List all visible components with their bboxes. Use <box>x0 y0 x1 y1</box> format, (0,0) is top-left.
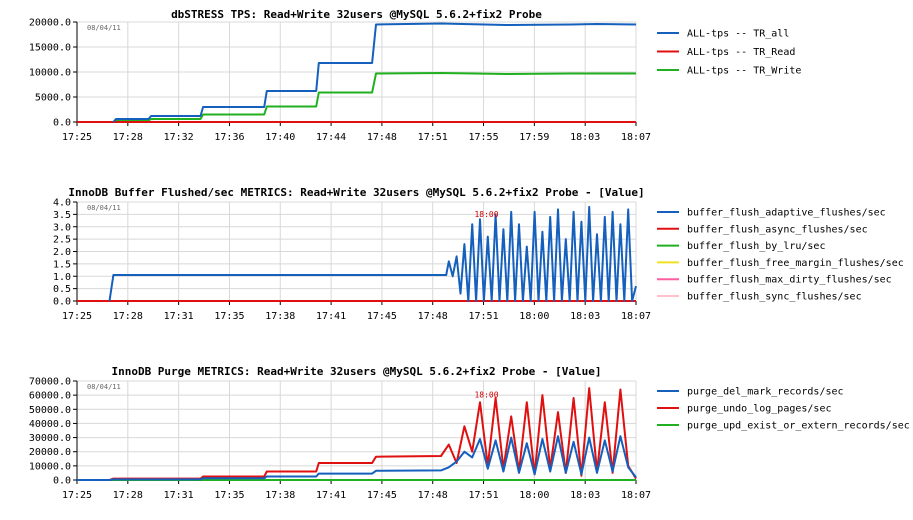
x-tick-label: 17:32 <box>164 132 194 143</box>
y-tick-label: 0.5 <box>53 284 71 295</box>
y-tick-label: 0.0 <box>53 118 71 129</box>
y-tick-label: 10000.0 <box>29 461 71 472</box>
series-line-1 <box>112 22 637 123</box>
legend-entry: purge_del_mark_records/sec <box>687 387 844 398</box>
x-tick-label: 17:28 <box>113 311 143 322</box>
x-tick-label: 17:25 <box>62 132 92 143</box>
y-tick-label: 10000.0 <box>29 68 71 79</box>
x-tick-label: 18:03 <box>570 132 600 143</box>
chart-1: dbSTRESS TPS: Read+Write 32users @MySQL … <box>29 8 802 143</box>
series-line-1 <box>77 435 637 481</box>
y-tick-label: 60000.0 <box>29 391 71 402</box>
x-tick-label: 17:41 <box>316 311 346 322</box>
chart-title: InnoDB Buffer Flushed/sec METRICS: Read+… <box>68 186 644 199</box>
x-tick-label: 17:36 <box>214 132 244 143</box>
x-tick-label: 17:25 <box>62 490 92 501</box>
y-tick-label: 20000.0 <box>29 447 71 458</box>
x-tick-label: 17:45 <box>367 490 397 501</box>
legend-entry: buffer_flush_sync_flushes/sec <box>687 292 862 303</box>
date-label: 08/04/11 <box>87 24 121 32</box>
y-tick-label: 30000.0 <box>29 433 71 444</box>
y-tick-label: 50000.0 <box>29 405 71 416</box>
y-tick-label: 40000.0 <box>29 419 71 430</box>
x-tick-label: 17:38 <box>265 490 295 501</box>
y-tick-label: 2.0 <box>53 247 71 258</box>
legend-entry: buffer_flush_by_lru/sec <box>687 241 825 252</box>
legend-entry: buffer_flush_adaptive_flushes/sec <box>687 208 886 219</box>
legend-entry: ALL-tps -- TR_Write <box>687 66 801 77</box>
x-tick-label: 17:25 <box>62 311 92 322</box>
y-tick-label: 20000.0 <box>29 18 71 29</box>
legend-entry: buffer_flush_async_flushes/sec <box>687 224 868 235</box>
chart-3: InnoDB Purge METRICS: Read+Write 32users… <box>29 365 910 501</box>
chart-title: InnoDB Purge METRICS: Read+Write 32users… <box>111 365 601 378</box>
y-tick-label: 3.5 <box>53 210 71 221</box>
x-tick-label: 17:40 <box>265 132 295 143</box>
time-annotation: 18:00 <box>474 390 498 399</box>
x-tick-label: 17:51 <box>468 311 498 322</box>
x-tick-label: 17:31 <box>164 311 194 322</box>
y-tick-label: 0.0 <box>53 476 71 487</box>
y-tick-label: 2.5 <box>53 235 71 246</box>
y-tick-label: 0.0 <box>53 297 71 308</box>
x-tick-label: 18:07 <box>621 311 651 322</box>
y-tick-label: 70000.0 <box>29 377 71 388</box>
legend-entry: purge_undo_log_pages/sec <box>687 404 832 415</box>
x-tick-label: 17:51 <box>418 132 448 143</box>
date-label: 08/04/11 <box>87 383 121 391</box>
legend-entry: buffer_flush_max_dirty_flushes/sec <box>687 275 892 286</box>
y-tick-label: 5000.0 <box>35 93 71 104</box>
x-tick-label: 17:41 <box>316 490 346 501</box>
legend-entry: purge_upd_exist_or_extern_records/sec <box>687 421 910 432</box>
x-tick-label: 17:45 <box>367 311 397 322</box>
x-tick-label: 17:35 <box>214 311 244 322</box>
x-tick-label: 17:59 <box>519 132 549 143</box>
x-tick-label: 17:28 <box>113 132 143 143</box>
x-tick-label: 17:48 <box>418 490 448 501</box>
x-tick-label: 18:03 <box>570 311 600 322</box>
x-tick-label: 17:48 <box>367 132 397 143</box>
chart-2: InnoDB Buffer Flushed/sec METRICS: Read+… <box>53 186 904 322</box>
time-annotation: 18:00 <box>474 210 498 219</box>
series-line-3 <box>112 72 636 123</box>
x-tick-label: 17:55 <box>468 132 498 143</box>
x-tick-label: 18:00 <box>519 311 549 322</box>
date-label: 08/04/11 <box>87 204 121 212</box>
x-tick-label: 17:44 <box>316 132 346 143</box>
x-tick-label: 17:28 <box>113 490 143 501</box>
x-tick-label: 17:48 <box>418 311 448 322</box>
x-tick-label: 17:35 <box>214 490 244 501</box>
x-tick-label: 17:31 <box>164 490 194 501</box>
series-line-1 <box>108 205 637 302</box>
y-tick-label: 3.0 <box>53 222 71 233</box>
series-line-2 <box>77 387 637 481</box>
y-tick-label: 4.0 <box>53 198 71 209</box>
x-tick-label: 18:07 <box>621 490 651 501</box>
legend-entry: buffer_flush_free_margin_flushes/sec <box>687 258 904 269</box>
x-tick-label: 18:07 <box>621 132 651 143</box>
chart-title: dbSTRESS TPS: Read+Write 32users @MySQL … <box>171 8 542 21</box>
y-tick-label: 1.0 <box>53 272 71 283</box>
x-tick-label: 18:00 <box>519 490 549 501</box>
legend-entry: ALL-tps -- TR_all <box>687 29 789 40</box>
y-tick-label: 15000.0 <box>29 43 71 54</box>
x-tick-label: 17:38 <box>265 311 295 322</box>
x-tick-label: 18:03 <box>570 490 600 501</box>
x-tick-label: 17:51 <box>468 490 498 501</box>
y-tick-label: 1.5 <box>53 259 71 270</box>
legend-entry: ALL-tps -- TR_Read <box>687 47 795 58</box>
